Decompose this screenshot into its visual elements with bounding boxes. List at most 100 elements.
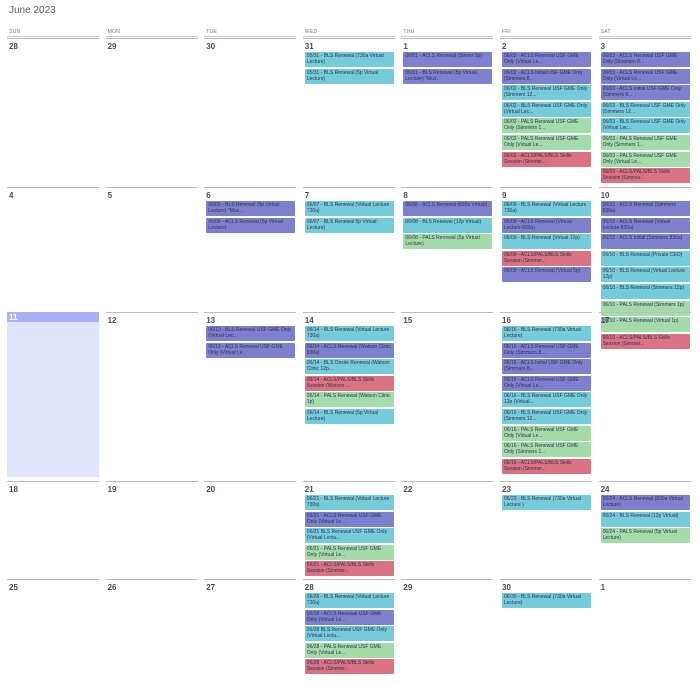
event[interactable]: 06/06 - BLS Renewal (5p Virtual Lecture)… [206,201,296,216]
event[interactable]: 06/03 - BLS Renewal USF GME Only (Virtua… [600,118,690,134]
event[interactable]: 06/13 - ACLS Renewal USF GME Only (Virtu… [206,342,296,358]
event[interactable]: 06/28 - PALS Renewal USF GME Only (Virtu… [304,642,394,658]
event[interactable]: 06/23 - BLS Renewal (730a Virtual Lectur… [502,495,591,510]
event[interactable]: 06/08 - PALS Renewal (5p Virtual Lecture… [403,234,493,250]
event[interactable]: 06/08 - ACLS Renewal (830a Virtual) [403,201,493,216]
event[interactable]: 06/02 - ACLS Renewal USF GME Only (Virtu… [502,52,591,67]
day-cell[interactable]: 29 [401,579,494,680]
day-cell[interactable]: 25 [7,579,99,680]
event[interactable]: 06/03 - PALS Renewal USF GME Only (Virtu… [600,151,690,167]
day-cell[interactable]: 13 06/13 - BLS Renewal USF GME Only (Virt… [204,312,297,477]
event[interactable]: 06/16 - BLS Renewal USF GME Only (Simmer… [502,409,591,424]
day-cell[interactable]: 17 [598,312,691,477]
event[interactable]: 06/21 - ACLS Renewal USF GME Only (Virtu… [304,511,394,527]
event[interactable]: 06/16 - ACLS Initial USF GME Only (Simme… [502,359,591,375]
day-cell[interactable]: 16 06/16 - BLS Renewal (730a Virtual Lect… [500,312,592,477]
day-cell[interactable]: 6 06/06 - BLS Renewal (5p Virtual Lecture… [204,187,297,308]
event[interactable]: 06/09 - ACLS Renewal (Virtual Lecture 83… [502,217,591,233]
event[interactable]: 06/10 - PALS Renewal (Simmers 1p) [600,300,690,316]
event[interactable]: 06/14 - BLS Renewal (Virtual Lecture 730… [304,326,394,341]
event[interactable]: 06/10 - PALS Renewal (Virtual 1p) [600,317,690,333]
event[interactable]: 06/02 - BLS Renewal USF GME Only (Virtua… [502,101,591,117]
event[interactable]: 06/21 BLS Renewal USF GME Only (Virtual … [304,528,394,544]
day-cell[interactable]: 31 05/31 - BLS Renewal (730a Virtual Lect… [302,38,395,183]
event[interactable]: 06/01 - BLS Renewal (5p Virtual Lecture)… [403,68,493,84]
day-cell[interactable]: 12 [105,312,198,477]
event[interactable]: 06/28 BLS Renewal USF GME Only (Virtual … [304,626,394,642]
day-cell[interactable]: 30 [204,38,297,183]
day-cell[interactable]: 11 [7,312,99,477]
day-cell[interactable]: 30 06/30 - BLS Renewal (730a Virtual Lect… [500,579,592,680]
event[interactable]: 06/28 - BLS Renewal (Virtual Lecture 730… [304,593,394,608]
day-cell[interactable]: 27 [204,579,297,680]
event[interactable]: 06/06 - ACLS Renewal (5p Virtual Lecture… [206,217,296,233]
day-cell[interactable]: 1 06/01 - ACLS Renewal (Sinner 5p) 06/01 -… [401,38,494,183]
event[interactable]: 06/21 - PALS Renewal USF GME Only (Virtu… [304,544,394,560]
event[interactable]: 06/21 - ACLS/PALS/BLS Skills Session (Si… [304,561,394,577]
event[interactable]: 06/10 - ACLS/PALS/BLS Skills Session (Si… [600,333,690,349]
event[interactable]: 06/10 - BLS Renewal (Simmers 12p) [600,284,690,299]
day-cell[interactable]: 10 06/10 - ACLS Renewal (Simmers 830a) 06/… [598,187,691,349]
day-cell[interactable]: 29 [105,38,198,183]
event[interactable]: 06/13 - BLS Renewal USF GME Only (Virtua… [206,326,296,341]
day-cell[interactable]: 28 06/28 - BLS Renewal (Virtual Lecture 7… [302,579,395,680]
day-cell[interactable]: 28 [7,38,99,183]
day-cell[interactable]: 5 [105,187,198,308]
day-cell[interactable]: 4 [7,187,99,308]
event[interactable]: 06/10 - ACLS Initial (Simmers 830a) [600,234,690,250]
event[interactable]: 06/28 - ACLS Renewal USF GME Only (Virtu… [304,609,394,625]
event[interactable]: 06/03 - ACLS Initial USF GME Only (Simme… [600,85,690,101]
event[interactable]: 06/02 - PALS Renewal USF GME Only (Simme… [502,118,591,134]
day-cell[interactable]: 24 06/24 - ACLS Renewal (830a Virtual Lec… [598,481,691,575]
event[interactable]: 06/16 - PALS Renewal USF GME Only (Virtu… [502,425,591,441]
day-cell[interactable]: 19 [105,481,198,575]
event[interactable]: 06/14 - ACLS Renewal (Watson Clinic 830a… [304,342,394,358]
day-cell[interactable]: 20 [204,481,297,575]
event[interactable]: 06/16 - BLS Renewal USF GME Only 12p (Vi… [502,392,591,408]
event[interactable]: 06/10 - ACLS Renewal (Virtual Lecture 83… [600,217,690,233]
event[interactable]: 05/31 - BLS Renewal (5p Virtual Lecture) [304,68,394,84]
event[interactable]: 06/02 - ACLS/PALS/BLS Skills Session (Si… [502,151,591,167]
day-cell[interactable]: 15 [401,312,494,477]
day-cell[interactable]: 7 06/07 - BLS Renewal (Virtual Lecture 73… [302,187,395,308]
event[interactable]: 06/03 - ACLS Renewal USF GME Only (Virtu… [600,68,690,84]
day-cell[interactable]: 3 06/03 - ACLS Renewal USF GME Only (Simm… [598,38,691,184]
event[interactable]: 06/03 - ACLS Renewal USF GME Only (Simme… [600,52,690,67]
event[interactable]: 06/24 - BLS Renewal (12p Virtual) [600,511,690,527]
day-cell[interactable]: 8 06/08 - ACLS Renewal (830a Virtual) 06/0… [401,187,494,308]
event[interactable]: 06/14 - BLS Onsite Renewal (Watson Clini… [304,359,394,375]
event[interactable]: 06/02 - ACLS Initial USF GME Only (Simme… [502,68,591,84]
day-cell[interactable]: 14 06/14 - BLS Renewal (Virtual Lecture 7… [302,312,395,477]
event[interactable]: 06/16 - ACLS Renewal USF GME Only (Virtu… [502,375,591,391]
event[interactable]: 06/30 - BLS Renewal (730a Virtual Lectur… [502,593,591,608]
event[interactable]: 06/09 - ACLS/PALS/BLS Skills Session (Si… [502,250,591,266]
event[interactable]: 06/02 - BLS Renewal USF GME Only (Simmer… [502,85,591,101]
event[interactable]: 05/31 - BLS Renewal (730a Virtual Lectur… [304,52,394,67]
event[interactable]: 06/08 - BLS Renewal (12p Virtual) [403,217,493,233]
event[interactable]: 06/16 - PALS Renewal USF GME Only (Simme… [502,442,591,458]
event[interactable]: 06/16 - ACLS Renewal USF GME Only (Simme… [502,342,591,358]
event[interactable]: 06/03 - BLS Renewal USF GME Only (Simmer… [600,101,690,117]
day-cell[interactable]: 21 06/21 - BLS Renewal (Virtual Lecture 7… [302,481,395,577]
event[interactable]: 06/16 - ACLS/PALS/BLS Skills Session (Si… [502,458,591,474]
event[interactable]: 06/07 - BLS Renewal (Virtual Lecture 730… [304,201,394,216]
event[interactable]: 06/10 - ACLS Renewal (Simmers 830a) [600,201,690,216]
event[interactable]: 06/01 - ACLS Renewal (Sinner 5p) [403,52,493,67]
event[interactable]: 06/14 - PALS Renewal (Watson Clinic 1p) [304,392,394,408]
event[interactable]: 06/09 - ACLS Renewal (Virtual 5p) [502,267,591,283]
event[interactable]: 06/24 - PALS Renewal (5p Virtual Lecture… [600,528,690,544]
event[interactable]: 06/28 - ACLS/PALS/BLS Skills Session (Si… [304,659,394,675]
day-cell[interactable]: 22 [401,481,494,575]
event[interactable]: 06/16 - BLS Renewal (730a Virtual Lectur… [502,326,591,341]
event[interactable]: 06/21 - BLS Renewal (Virtual Lecture 730… [304,495,394,510]
day-cell[interactable]: 1 [598,579,691,680]
event[interactable]: 06/14 - BLS Renewal (5p Virtual Lecture) [304,409,394,424]
day-cell[interactable]: 23 06/23 - BLS Renewal (730a Virtual Lect… [500,481,592,575]
event[interactable]: 06/10 - BLS Renewal (Virtual Lecture 12p… [600,267,690,283]
event[interactable]: 06/10 - BLS Renewal (Private CEO) [600,250,690,266]
event[interactable]: 06/02 - PALS Renewal USF GME Only (Virtu… [502,135,591,150]
event[interactable]: 06/03 - ACLS/PALS/BLS Skills Session (Si… [600,168,690,184]
event[interactable]: 06/09 - BLS Renewal (Virtual Lecture 730… [502,201,591,216]
event[interactable]: 06/14 - ACLS/PALS/BLS Skills Session (Wa… [304,375,394,391]
day-cell[interactable]: 9 06/09 - BLS Renewal (Virtual Lecture 73… [500,187,592,308]
